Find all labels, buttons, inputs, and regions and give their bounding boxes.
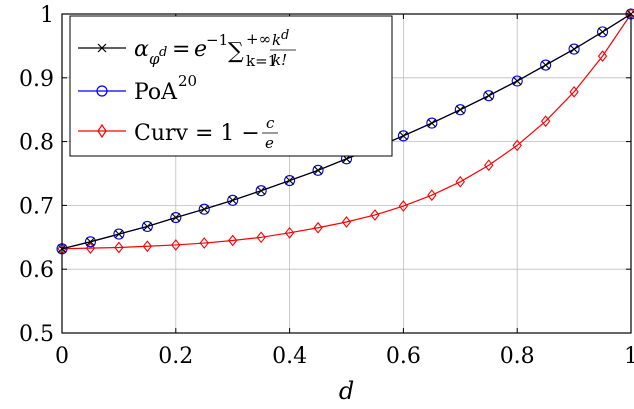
data-point-x: [427, 118, 437, 128]
legend-label-alpha: α φ d = e −1 ∑ +∞ k=1 k d k!: [134, 28, 296, 70]
svg-text:∑: ∑: [228, 39, 244, 64]
data-point-circle: [596, 26, 609, 38]
data-point-circle: [113, 228, 125, 240]
data-point-diamond: [227, 234, 238, 247]
svg-text:k=1: k=1: [246, 52, 277, 70]
data-point-diamond: [512, 139, 522, 152]
x-tick-label: 0.4: [272, 344, 307, 369]
data-point-diamond: [569, 85, 579, 98]
data-point-x: [228, 195, 238, 205]
x-tick-label: 0.2: [158, 344, 193, 369]
data-point-diamond: [484, 159, 494, 172]
data-point-circle: [84, 236, 96, 248]
series-line: [61, 13, 632, 250]
data-point-diamond: [370, 209, 380, 221]
legend-label-curv: Curv = 1 − c e: [134, 114, 278, 152]
svg-text:k!: k!: [272, 51, 287, 69]
legend: α φ d = e −1 ∑ +∞ k=1 k d k! PoA 20: [69, 15, 393, 157]
data-point-x: [569, 44, 579, 54]
data-point-diamond: [284, 226, 295, 239]
data-point-x: [256, 186, 266, 196]
data-point-x: [484, 91, 494, 101]
svg-text:+∞: +∞: [246, 30, 271, 48]
data-point-diamond: [597, 50, 608, 62]
data-point-circle: [227, 194, 239, 206]
x-axis-label: d: [339, 377, 354, 405]
svg-text:c: c: [266, 114, 275, 132]
legend-entry-poa: PoA 20: [78, 72, 197, 105]
data-point-diamond: [256, 231, 266, 244]
data-point-circle: [426, 117, 438, 129]
data-point-circle: [397, 130, 409, 142]
data-point-x: [541, 60, 551, 70]
x-tick-label: 0.8: [500, 344, 535, 369]
data-point-diamond: [455, 175, 466, 188]
y-tick-label: 0.5: [19, 322, 54, 347]
svg-text:e: e: [265, 134, 274, 152]
x-tick-label: 1: [624, 344, 634, 369]
data-point-x: [199, 204, 209, 214]
data-point-diamond: [398, 200, 409, 212]
legend-entry-alpha: α φ d = e −1 ∑ +∞ k=1 k d k!: [78, 28, 296, 70]
data-point-x: [86, 237, 95, 247]
data-point-x: [313, 165, 323, 175]
data-point-circle: [454, 104, 466, 116]
data-point-diamond: [142, 240, 153, 253]
y-tick-label: 1: [40, 3, 54, 28]
plot-frame: [61, 13, 632, 334]
data-point-circle: [198, 203, 210, 215]
data-point-x: [114, 229, 124, 239]
data-point-circle: [141, 220, 153, 233]
diamond-icon: [97, 123, 107, 139]
data-point-circle: [170, 211, 182, 224]
data-point-diamond: [199, 237, 209, 249]
data-point-diamond: [114, 241, 124, 254]
y-tick-label: 0.6: [19, 258, 54, 283]
svg-text:PoA: PoA: [134, 80, 178, 105]
svg-text:α: α: [134, 37, 149, 62]
svg-text:φ: φ: [149, 50, 160, 68]
svg-text:−1: −1: [206, 31, 228, 49]
svg-text:=: =: [172, 37, 190, 62]
ticks: 0 0.2 0.4 0.6 0.8 1 0.5 0.6 0.7 0.8 0.9 1: [19, 3, 634, 369]
legend-label-poa: PoA 20: [134, 72, 197, 105]
y-tick-label: 0.9: [19, 67, 54, 92]
data-point-circle: [284, 174, 296, 187]
series-layer: [56, 8, 634, 255]
data-point-circle: [312, 164, 324, 176]
data-point-circle: [511, 75, 523, 87]
svg-text:20: 20: [178, 72, 197, 90]
data-point-x: [512, 76, 522, 86]
svg-text:Curv = 1 −: Curv = 1 −: [134, 121, 260, 146]
svg-text:d: d: [281, 28, 289, 43]
svg-text:k: k: [272, 31, 281, 49]
data-point-circle: [255, 185, 267, 197]
data-point-x: [598, 27, 607, 37]
y-tick-label: 0.8: [19, 131, 54, 156]
data-point-x: [285, 176, 294, 185]
y-tick-label: 0.7: [19, 194, 54, 219]
legend-entry-curv: Curv = 1 − c e: [78, 114, 278, 152]
data-point-x: [455, 105, 465, 115]
data-point-diamond: [171, 239, 181, 251]
x-icon: [97, 43, 107, 53]
svg-text:d: d: [159, 45, 167, 60]
circle-icon: [96, 85, 108, 97]
data-point-x: [399, 131, 408, 141]
x-tick-label: 0.6: [386, 344, 421, 369]
data-point-diamond: [313, 221, 323, 234]
data-point-diamond: [427, 189, 437, 202]
data-point-diamond: [341, 216, 352, 228]
data-point-diamond: [540, 115, 551, 128]
x-tick-label: 0: [55, 344, 69, 369]
data-point-x: [142, 222, 152, 231]
data-point-x: [171, 213, 181, 222]
data-point-circle: [568, 43, 580, 55]
legend-box: [69, 15, 393, 157]
svg-text:e: e: [194, 37, 207, 62]
data-point-circle: [540, 59, 552, 71]
data-point-circle: [483, 90, 495, 102]
